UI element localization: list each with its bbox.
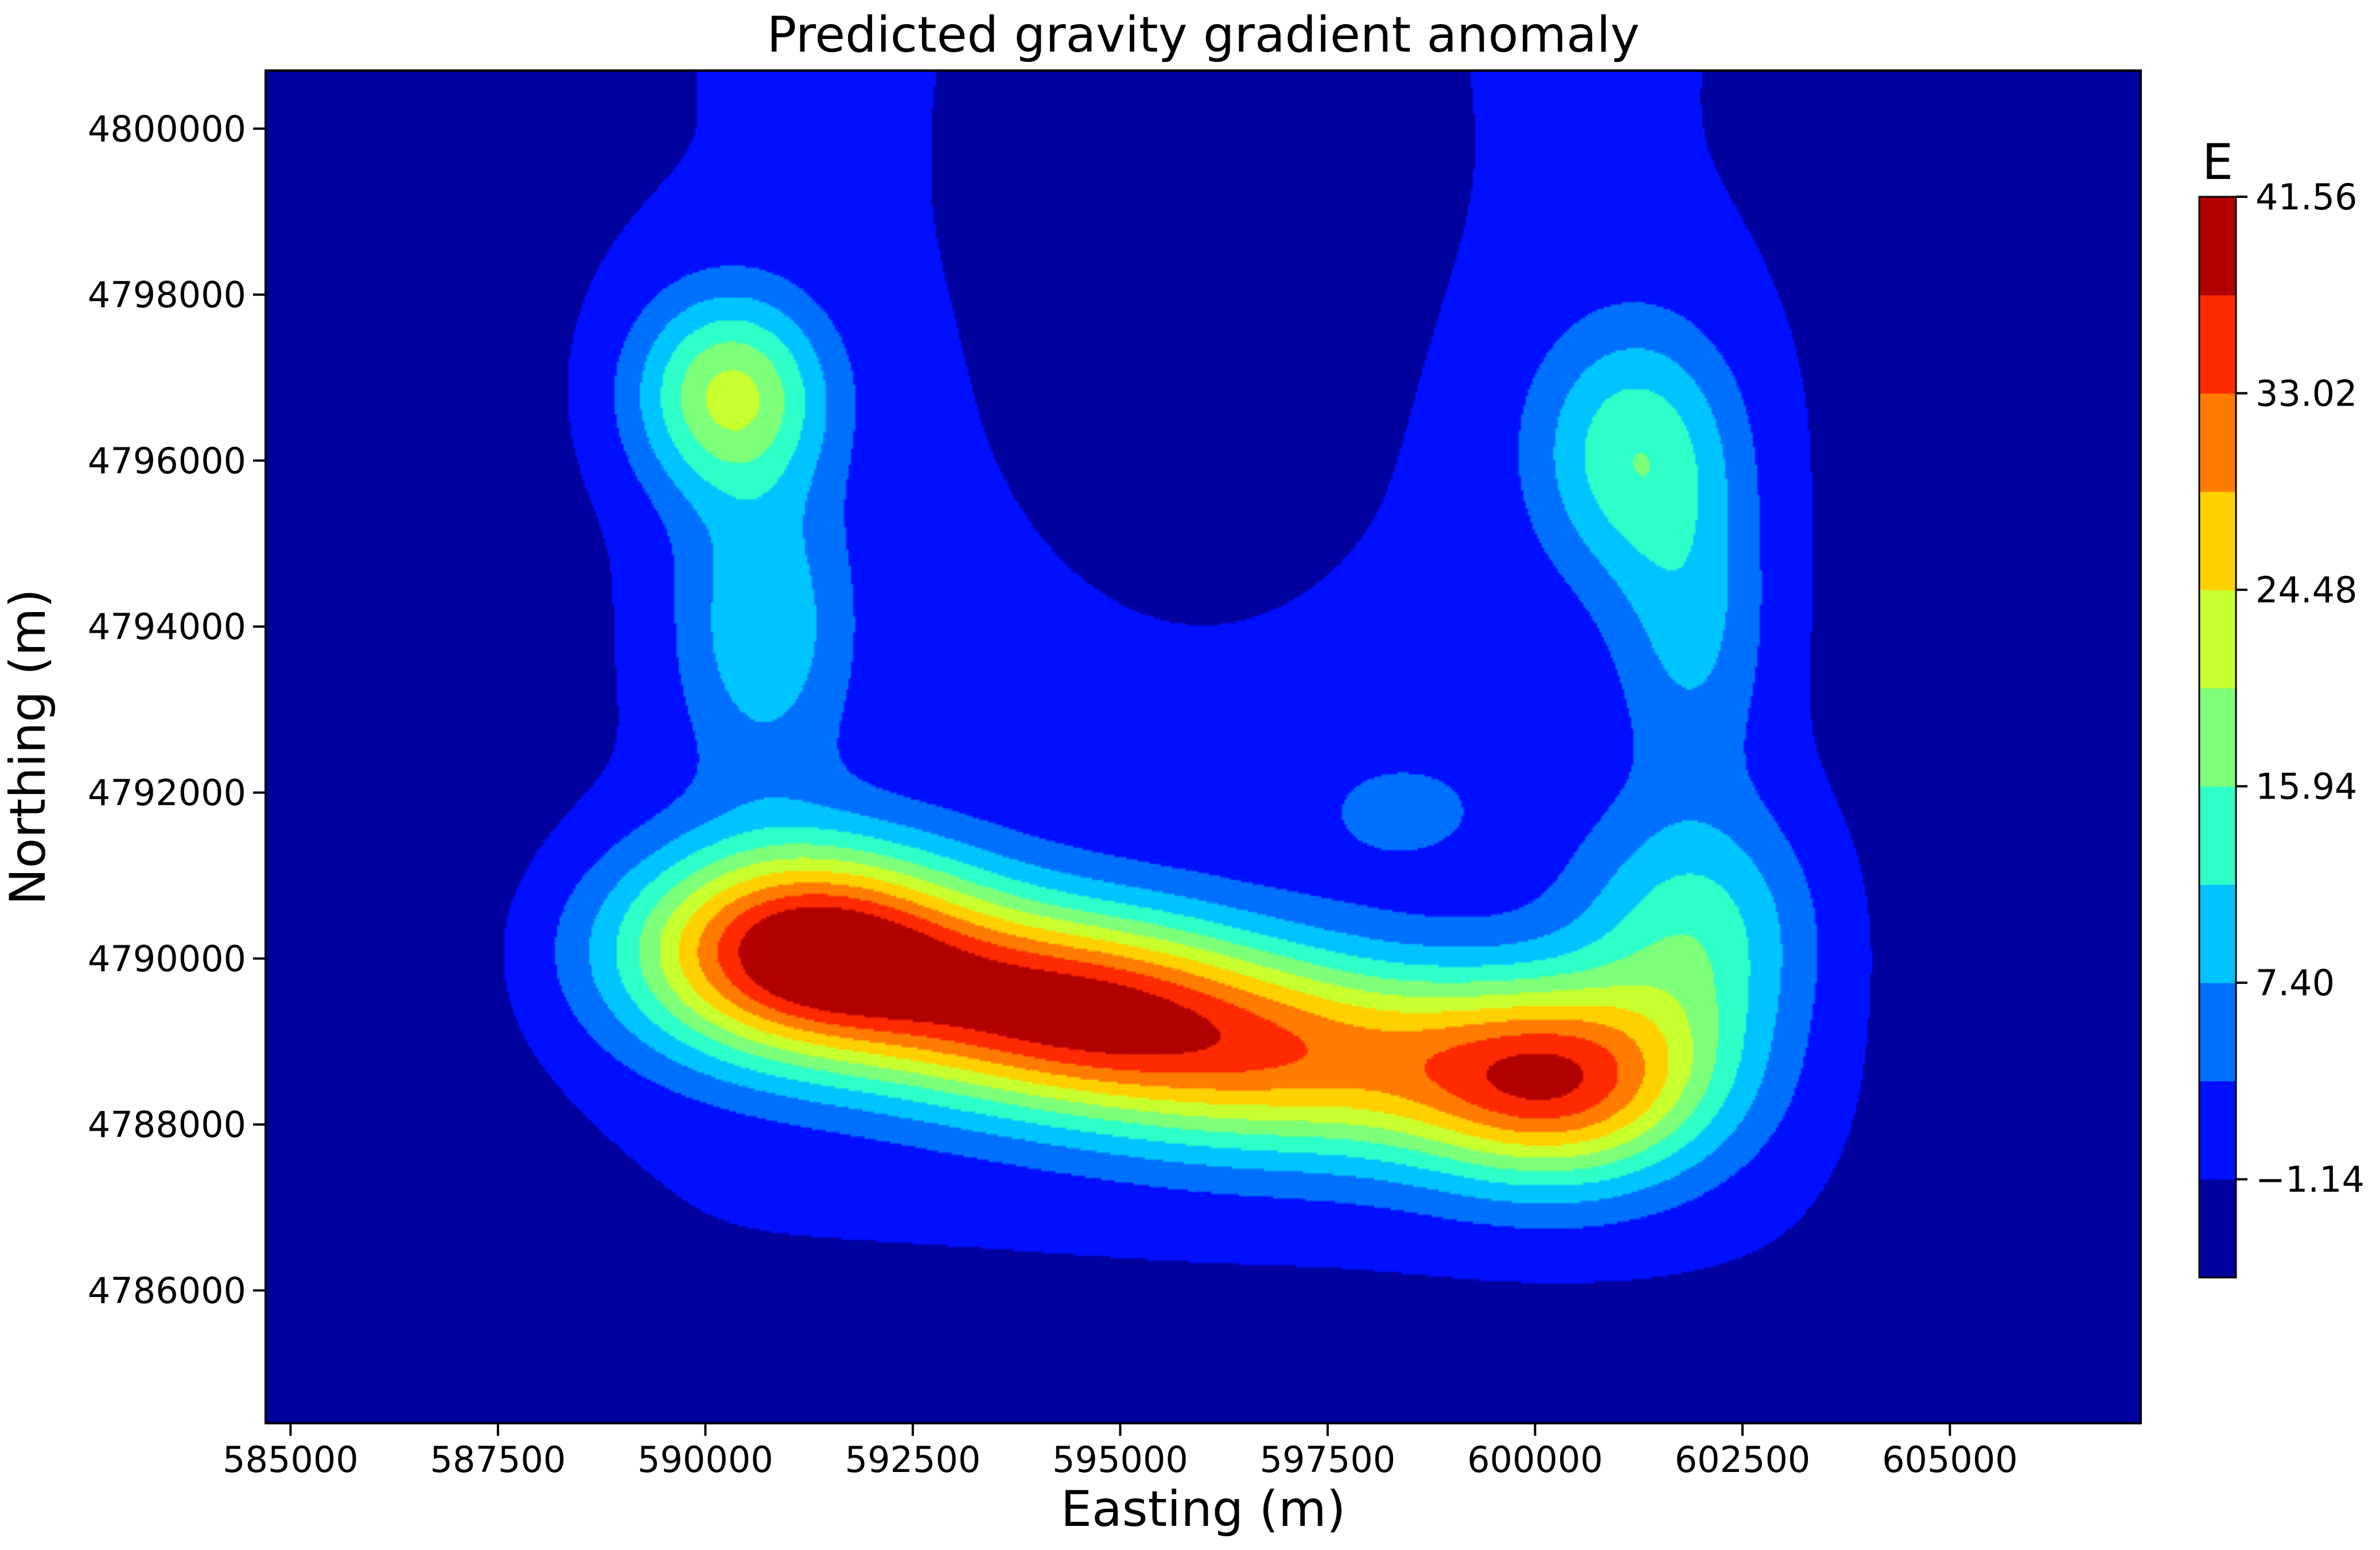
colorbar-band: [2199, 884, 2236, 983]
x-axis: 585000 587500 590000 592500 595000 597500 6000…: [223, 1423, 2018, 1481]
plot-area: [265, 69, 2142, 1424]
y-tick-label: 4786000: [88, 1270, 246, 1312]
chart-title: Predicted gravity gradient anomaly: [767, 6, 1639, 64]
x-tick-label: 585000: [223, 1439, 359, 1481]
y-tick-label: 4794000: [88, 606, 246, 648]
colorbar-band: [2199, 197, 2236, 295]
y-tick-label: 4798000: [88, 274, 246, 316]
colorbar-band: [2199, 295, 2236, 394]
colorbar-band: [2199, 393, 2236, 492]
x-tick-label: 597500: [1260, 1439, 1396, 1481]
colorbar-band: [2199, 491, 2236, 590]
x-tick-label: 590000: [637, 1439, 773, 1481]
x-tick-label: 600000: [1467, 1439, 1603, 1481]
colorbar-band: [2199, 1179, 2236, 1278]
gravity-anomaly-field: [266, 71, 2141, 1423]
colorbar-tick-label: 41.56: [2255, 176, 2358, 218]
y-tick-label: 4790000: [88, 938, 246, 980]
colorbar: E −1.14 7.40 15.94 24.48 33.02 41.56: [2198, 134, 2365, 1279]
colorbar-band: [2199, 1081, 2236, 1180]
x-tick-label: 595000: [1052, 1439, 1188, 1481]
x-axis-label: Easting (m): [1061, 1481, 1346, 1538]
y-axis: 4786000 4788000 4790000 4792000 4794000 47960…: [88, 108, 266, 1312]
x-tick-label: 587500: [430, 1439, 566, 1481]
y-tick-label: 4792000: [88, 772, 246, 814]
colorbar-tick-label: 33.02: [2255, 373, 2358, 415]
colorbar-tick-label: −1.14: [2255, 1159, 2365, 1201]
x-tick-label: 592500: [845, 1439, 981, 1481]
y-tick-label: 4788000: [88, 1104, 246, 1146]
colorbar-tick-label: 24.48: [2255, 569, 2358, 611]
colorbar-band: [2199, 983, 2236, 1082]
colorbar-tick-label: 7.40: [2255, 962, 2335, 1004]
colorbar-band: [2199, 786, 2236, 885]
y-tick-label: 4800000: [88, 108, 246, 150]
colorbar-frame: [2198, 196, 2237, 1279]
colorbar-band: [2199, 590, 2236, 688]
y-axis-label: Northing (m): [0, 589, 57, 905]
plot-frame: [265, 69, 2142, 1424]
y-tick-label: 4796000: [88, 440, 246, 482]
colorbar-label: E: [2202, 134, 2233, 191]
colorbar-tick-label: 15.94: [2255, 766, 2358, 808]
x-tick-label: 605000: [1882, 1439, 2018, 1481]
colorbar-band: [2199, 688, 2236, 787]
x-tick-label: 602500: [1675, 1439, 1811, 1481]
